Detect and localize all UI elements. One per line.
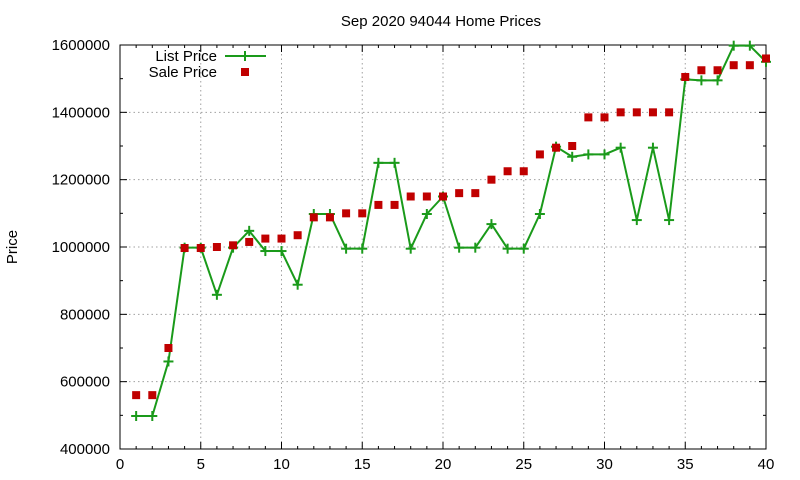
x-tick-label: 20 [435, 456, 452, 473]
sale-price-point [535, 150, 544, 159]
sale-price-point [325, 213, 334, 222]
x-tick-label: 40 [758, 456, 775, 473]
y-tick-label: 800000 [60, 306, 110, 323]
list-price-point [518, 243, 529, 254]
legend-label-list-price: List Price [155, 48, 217, 65]
sale-price-point [471, 189, 480, 198]
sale-price-point [180, 244, 189, 253]
sale-price-point [665, 108, 674, 117]
y-axis-label: Price [4, 230, 21, 264]
x-tick-label: 30 [596, 456, 613, 473]
list-price-point [470, 242, 481, 253]
list-price-point [647, 142, 658, 153]
x-tick-label: 10 [273, 456, 290, 473]
list-price-point [131, 411, 142, 422]
sale-price-point [552, 143, 561, 152]
sale-price-point [229, 241, 238, 250]
list-price-point [486, 219, 497, 230]
sale-price-point [616, 108, 625, 117]
sale-price-point [148, 391, 157, 400]
list-price-point [341, 243, 352, 254]
x-tick-label: 5 [197, 456, 205, 473]
list-price-point [744, 40, 755, 51]
sale-price-point [600, 113, 609, 122]
list-price-point [276, 246, 287, 257]
sale-price-point [455, 189, 464, 198]
legend-label-sale-price: Sale Price [149, 64, 217, 81]
list-price-point [163, 356, 174, 367]
chart-title: Sep 2020 94044 Home Prices [341, 13, 541, 30]
y-tick-label: 400000 [60, 441, 110, 458]
list-price-point [211, 289, 222, 300]
list-price-point [421, 209, 432, 220]
sale-price-point [632, 108, 641, 117]
sale-price-point [293, 231, 302, 240]
sale-price-point [697, 66, 706, 75]
sale-price-point [164, 344, 173, 352]
list-price-point [599, 149, 610, 160]
list-price-point [615, 142, 626, 153]
sale-price-point [519, 167, 528, 176]
list-price-point [454, 242, 465, 253]
sale-price-point [503, 167, 512, 176]
list-price-point [502, 243, 513, 254]
x-tick-label: 15 [354, 456, 371, 473]
list-price-point [147, 411, 158, 422]
y-tick-label: 1400000 [52, 104, 110, 121]
list-price-point [664, 215, 675, 226]
x-tick-label: 35 [677, 456, 694, 473]
series-layer [131, 40, 771, 422]
list-price-point [728, 40, 739, 51]
legend-marker-sale-price [241, 68, 249, 76]
x-tick-label: 0 [116, 456, 124, 473]
sale-price-point [681, 72, 690, 81]
sale-price-point [390, 200, 399, 209]
sale-price-point [713, 66, 722, 75]
list-price-line [136, 44, 767, 418]
list-price-point [373, 157, 384, 168]
x-tick-label: 25 [515, 456, 532, 473]
sale-price-point [196, 244, 205, 253]
list-price-point [712, 75, 723, 86]
sale-price-point [374, 200, 383, 209]
list-price-point [567, 151, 578, 162]
sale-price-point [422, 192, 431, 201]
list-price-point [583, 149, 594, 160]
list-price-point [631, 215, 642, 226]
y-tick-label: 600000 [60, 374, 110, 391]
list-price-point [260, 246, 271, 257]
list-price-point [357, 243, 368, 254]
sale-price-point [762, 54, 770, 63]
y-tick-label: 1600000 [52, 37, 110, 54]
sale-price-point [568, 142, 577, 150]
sale-price-point [439, 192, 447, 201]
axis-layer: 0 5 10 15 20 25 30 35 40 400000 600000 800000 100000… [52, 37, 775, 473]
sale-price-point [245, 237, 254, 246]
sale-price-point [212, 243, 221, 251]
sale-price-point [406, 192, 415, 201]
list-price-point [389, 157, 400, 168]
list-price-point [534, 209, 545, 220]
sale-price-point [745, 61, 754, 70]
list-price-point [244, 225, 255, 236]
sale-price-point [309, 213, 318, 222]
sale-price-point [729, 61, 738, 70]
sale-price-point [358, 209, 367, 218]
sale-price-point [487, 175, 496, 184]
sale-price-point [277, 234, 286, 243]
sale-price-point [261, 234, 270, 243]
legend-marker-list-price [240, 51, 250, 61]
list-price-point [696, 75, 707, 86]
list-price-point [292, 279, 303, 290]
y-tick-label: 1200000 [52, 172, 110, 189]
list-price-point [405, 243, 416, 254]
sale-price-point [342, 209, 351, 218]
sale-price-point [584, 113, 593, 122]
y-tick-label: 1000000 [52, 239, 110, 256]
sale-price-point [648, 108, 657, 117]
sale-price-point [132, 391, 141, 400]
